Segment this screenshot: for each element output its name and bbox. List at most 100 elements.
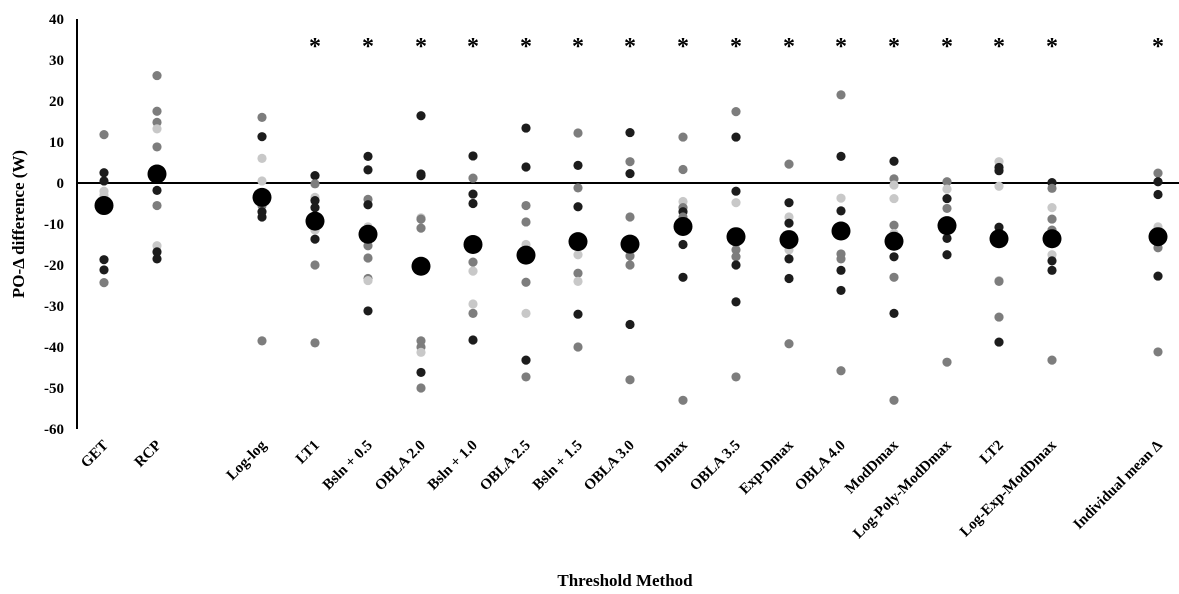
- data-point: [521, 372, 531, 382]
- data-point: [625, 319, 635, 330]
- y-tick-label: 20: [49, 94, 64, 110]
- significance-star: *: [624, 34, 636, 60]
- data-point: [836, 206, 846, 216]
- data-point: [994, 181, 1004, 191]
- x-tick-label: Bsln + 1.0: [425, 438, 481, 494]
- data-point: [784, 218, 794, 228]
- significance-markers: * * * * * * * * * * * * * * * *: [309, 34, 1164, 60]
- data-point: [625, 127, 635, 138]
- data-point: [784, 254, 794, 264]
- y-tick-label: 30: [49, 53, 64, 69]
- significance-star: *: [730, 34, 742, 60]
- data-point: [573, 276, 583, 286]
- data-point: [573, 183, 583, 193]
- data-point: [257, 153, 267, 163]
- data-point: [152, 247, 162, 257]
- data-point: [257, 176, 267, 186]
- data-point: [1153, 347, 1163, 357]
- data-point: [784, 339, 794, 349]
- data-point: [521, 277, 531, 287]
- data-point: [416, 223, 426, 233]
- significance-star: *: [467, 34, 479, 60]
- data-point: [152, 142, 162, 152]
- data-point: [468, 299, 478, 309]
- data-point: [468, 335, 478, 345]
- data-point: [942, 184, 952, 194]
- data-point: [994, 166, 1004, 176]
- data-point: [310, 260, 320, 270]
- data-point: [625, 375, 635, 385]
- data-point: [152, 124, 162, 134]
- y-tick-label: -30: [44, 299, 64, 315]
- data-point: [1047, 265, 1057, 275]
- data-point: [731, 132, 741, 142]
- data-point: [678, 164, 688, 175]
- data-point: [310, 234, 320, 244]
- significance-star: *: [1152, 34, 1164, 60]
- data-point: [889, 180, 899, 190]
- data-point: [363, 165, 373, 175]
- y-tick-label: -60: [44, 422, 64, 438]
- mean-marker: [831, 221, 851, 241]
- data-point: [836, 254, 846, 264]
- significance-star: *: [415, 34, 427, 60]
- mean-marker: [884, 231, 904, 251]
- data-point: [521, 355, 531, 365]
- data-point: [1047, 214, 1057, 224]
- data-point: [363, 275, 373, 286]
- x-tick-label: LT1: [293, 438, 323, 468]
- data-point: [836, 265, 846, 275]
- mean-markers: [94, 164, 1168, 276]
- mean-marker: [411, 256, 431, 276]
- significance-star: *: [362, 34, 374, 60]
- data-point: [521, 200, 531, 211]
- data-point: [889, 193, 899, 204]
- data-point: [468, 198, 478, 209]
- data-point: [416, 347, 426, 357]
- mean-marker: [779, 230, 799, 250]
- mean-marker: [989, 229, 1009, 249]
- data-point: [678, 395, 688, 405]
- data-point: [416, 383, 426, 393]
- mean-marker: [305, 211, 325, 231]
- data-point: [731, 107, 741, 117]
- data-point: [731, 186, 741, 196]
- x-tick-label: OBLA 3.5: [687, 438, 744, 495]
- data-point: [836, 90, 846, 100]
- data-point: [416, 171, 426, 181]
- y-tick-label: -20: [44, 258, 64, 274]
- y-tick-label: -10: [44, 217, 64, 233]
- y-tick-label: 10: [49, 135, 64, 151]
- data-point: [994, 312, 1004, 322]
- data-point: [573, 268, 583, 278]
- mean-marker: [252, 187, 272, 207]
- y-tick-label: -50: [44, 381, 64, 397]
- x-tick-label: Bsln + 1.5: [530, 438, 586, 494]
- data-point: [942, 203, 952, 214]
- data-point: [942, 233, 952, 243]
- data-point: [573, 342, 583, 352]
- data-point: [573, 128, 583, 138]
- data-point: [942, 250, 952, 260]
- data-point: [889, 272, 899, 282]
- significance-star: *: [835, 34, 847, 60]
- x-tick-label: Individual mean Δ: [1071, 437, 1167, 533]
- mean-marker: [463, 235, 483, 254]
- data-point: [152, 254, 162, 264]
- data-point: [942, 357, 952, 367]
- data-point: [310, 338, 320, 348]
- y-axis-title: PO-Δ difference (W): [9, 150, 28, 298]
- data-point: [573, 202, 583, 212]
- data-point: [310, 196, 320, 206]
- y-axis-ticks: 40 30 20 10 0 -10 -20 -30 -40 -50 -60: [44, 12, 64, 438]
- data-point: [1047, 256, 1057, 266]
- data-point: [152, 70, 162, 81]
- x-tick-label: Bsln + 0.5: [320, 438, 376, 494]
- data-point: [573, 160, 583, 170]
- data-point: [468, 189, 478, 199]
- mean-marker: [94, 196, 114, 216]
- x-tick-label: Log-Exp-ModDmax: [957, 437, 1060, 540]
- data-point: [310, 171, 320, 181]
- data-point: [731, 260, 741, 270]
- data-point: [573, 250, 583, 260]
